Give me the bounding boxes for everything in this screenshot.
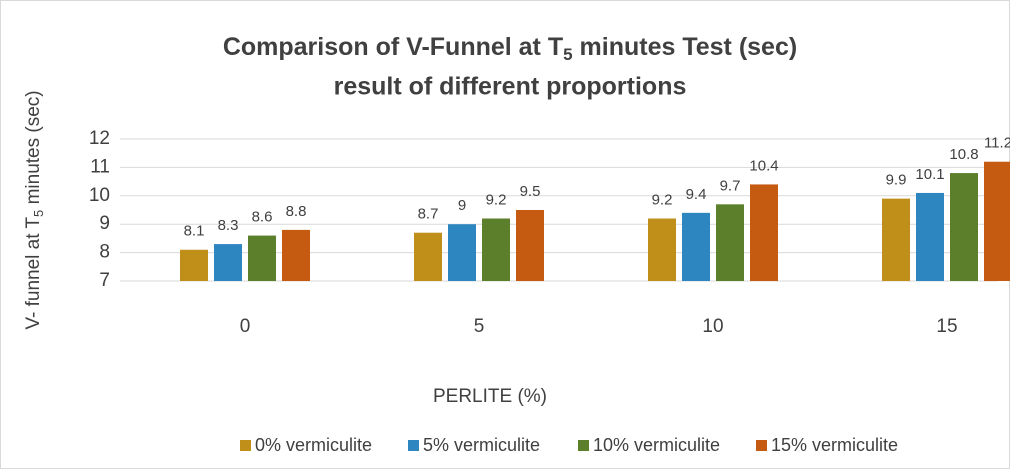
data-label: 9.2: [486, 191, 507, 208]
y-tick-label: 8: [99, 242, 110, 263]
bar: [448, 224, 476, 281]
data-label: 9.2: [652, 191, 673, 208]
legend-swatch: [578, 440, 589, 451]
data-label: 11.2: [984, 135, 1010, 152]
data-label: 8.7: [418, 206, 439, 223]
y-tick-label: 9: [99, 213, 110, 234]
legend-label: 15% vermiculite: [771, 435, 898, 455]
legend-swatch: [408, 440, 419, 451]
data-label: 8.6: [252, 209, 273, 226]
x-tick-label: 5: [474, 316, 485, 337]
data-label: 9.5: [520, 183, 541, 200]
legend-swatch: [756, 440, 767, 451]
data-label: 9.9: [886, 172, 907, 189]
bar: [682, 212, 710, 281]
data-label: 10.8: [949, 146, 978, 163]
bar: [648, 218, 676, 281]
data-label: 9.4: [686, 186, 707, 203]
data-label: 10.1: [915, 166, 944, 183]
bar: [716, 204, 744, 281]
legend-label: 0% vermiculite: [255, 435, 372, 455]
data-label: 8.3: [218, 217, 239, 234]
bar: [750, 184, 778, 281]
bar: [950, 173, 978, 281]
chart-title: Comparison of V-Funnel at T5 minutes Tes…: [223, 33, 797, 65]
bar: [180, 249, 208, 281]
data-label: 8.8: [286, 203, 307, 220]
legend-label: 10% vermiculite: [593, 435, 720, 455]
bar: [414, 232, 442, 281]
y-axis-label: V- funnel at T5 minutes (sec): [23, 90, 46, 329]
data-label: 8.1: [184, 223, 205, 240]
bar: [516, 210, 544, 281]
data-label: 10.4: [749, 157, 778, 174]
data-label: 9.7: [720, 177, 741, 194]
x-axis-label: PERLITE (%): [433, 386, 547, 407]
y-tick-label: 10: [89, 185, 110, 206]
bar: [984, 161, 1010, 281]
legend-swatch: [240, 440, 251, 451]
bar: [282, 229, 310, 281]
bar: [214, 244, 242, 281]
legend-label: 5% vermiculite: [423, 435, 540, 455]
chart-title: result of different proportions: [334, 73, 687, 101]
bar: [248, 235, 276, 281]
x-tick-label: 15: [936, 316, 957, 337]
x-tick-label: 10: [702, 316, 723, 337]
y-tick-label: 12: [89, 128, 110, 149]
bar: [882, 198, 910, 281]
y-tick-label: 11: [90, 156, 110, 177]
data-label: 9: [458, 197, 466, 214]
bar: [482, 218, 510, 281]
bar: [916, 192, 944, 281]
y-tick-label: 7: [99, 270, 110, 291]
x-tick-label: 0: [240, 316, 251, 337]
